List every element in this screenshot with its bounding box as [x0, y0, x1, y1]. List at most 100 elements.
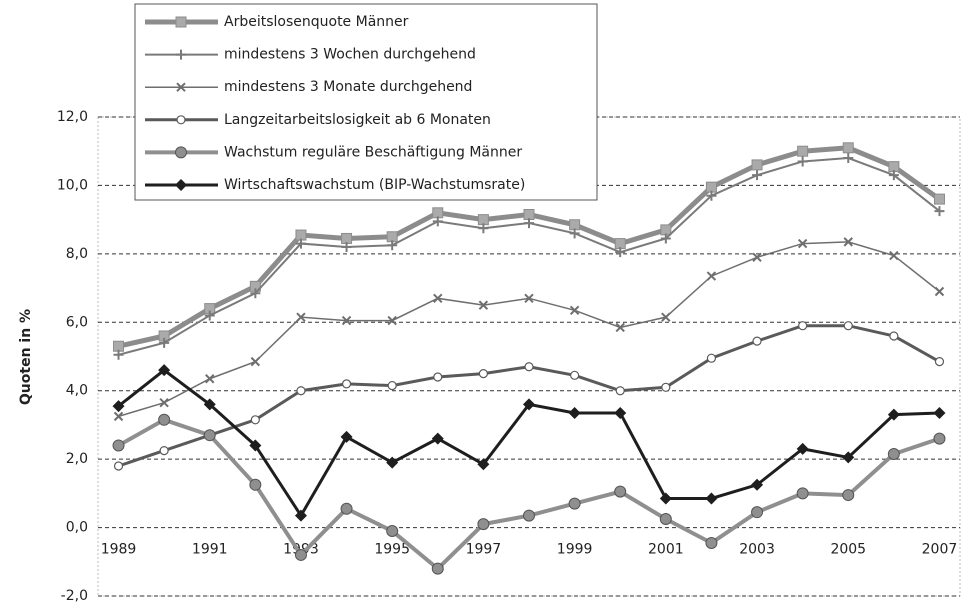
marker [112, 439, 125, 452]
series-line [117, 417, 941, 572]
marker [751, 159, 763, 171]
marker [386, 524, 399, 537]
marker [294, 509, 307, 522]
marker [524, 293, 534, 304]
marker [614, 485, 627, 498]
marker [888, 170, 899, 181]
series-line [118, 241, 940, 418]
marker [660, 224, 672, 236]
x-tick-label: 1991 [192, 542, 228, 558]
marker [570, 370, 580, 380]
marker [477, 458, 490, 471]
marker [752, 336, 762, 346]
legend-label: mindestens 3 Monate durchgehend [224, 79, 472, 95]
marker [889, 250, 899, 261]
marker [843, 153, 854, 164]
marker [888, 161, 900, 173]
y-tick-label: 12,0 [57, 109, 88, 125]
marker [477, 518, 490, 531]
y-tick-label: 2,0 [66, 451, 88, 467]
legend-marker [175, 146, 187, 159]
marker [933, 406, 946, 419]
marker [249, 439, 262, 452]
marker [889, 331, 899, 341]
marker [705, 536, 718, 549]
marker [341, 315, 352, 326]
y-tick-label: 8,0 [66, 246, 88, 262]
marker [158, 413, 171, 426]
marker [433, 372, 443, 382]
marker [432, 216, 443, 227]
legend-label: mindestens 3 Wochen durchgehend [224, 47, 476, 63]
y-tick-label: 4,0 [66, 383, 88, 399]
x-tick-label: 1989 [101, 542, 137, 558]
marker [661, 312, 671, 322]
marker [159, 337, 170, 348]
marker [249, 478, 262, 491]
marker [934, 206, 945, 217]
marker [204, 310, 215, 321]
marker [296, 312, 306, 322]
y-tick-label: 10,0 [57, 177, 88, 193]
legend-label: Wirtschaftswachstum (BIP-Wachstumsrate) [224, 177, 525, 193]
marker [113, 340, 125, 352]
marker [614, 406, 627, 419]
marker [615, 386, 625, 396]
marker [250, 415, 260, 425]
legend-marker [175, 179, 187, 191]
marker [796, 487, 809, 500]
marker [523, 509, 535, 522]
marker [159, 445, 169, 456]
marker [295, 238, 306, 249]
legend-label: Arbeitslosenquote Männer [224, 14, 409, 30]
marker [431, 562, 444, 575]
marker [433, 293, 443, 304]
x-tick-label: 2005 [830, 542, 866, 558]
marker [615, 247, 626, 258]
marker [250, 288, 261, 299]
marker [432, 207, 444, 219]
marker [659, 492, 672, 505]
legend-marker [175, 16, 187, 28]
marker [614, 238, 626, 250]
x-tick-label: 2007 [922, 542, 958, 558]
marker [796, 442, 809, 455]
marker [159, 397, 169, 408]
marker [842, 489, 855, 502]
marker [842, 451, 855, 464]
x-tick-label: 1997 [466, 542, 502, 558]
series-line [118, 324, 941, 468]
y-tick-label: 0,0 [66, 520, 88, 536]
marker [387, 380, 397, 391]
marker [933, 193, 945, 205]
marker [431, 432, 444, 445]
marker [568, 497, 581, 510]
marker [387, 315, 397, 326]
marker [341, 379, 352, 389]
marker [294, 548, 307, 561]
marker [752, 252, 762, 262]
marker [706, 271, 717, 281]
marker [387, 240, 398, 251]
marker [705, 181, 717, 193]
marker [660, 233, 671, 244]
marker [615, 322, 625, 333]
legend-label: Langzeitarbeitslosigkeit ab 6 Monaten [224, 112, 491, 128]
marker [386, 231, 398, 243]
legend-marker [176, 115, 186, 125]
marker [887, 448, 900, 461]
marker [797, 156, 808, 167]
marker [842, 142, 854, 154]
marker [478, 300, 489, 310]
marker [752, 170, 763, 181]
marker [887, 408, 900, 421]
marker [569, 305, 580, 316]
marker [706, 190, 717, 201]
marker [705, 492, 718, 505]
marker [569, 228, 580, 239]
y-axis-label: Quoten in % [18, 309, 34, 405]
x-tick-label: 2003 [739, 542, 775, 558]
marker [933, 432, 946, 445]
marker [706, 353, 717, 363]
